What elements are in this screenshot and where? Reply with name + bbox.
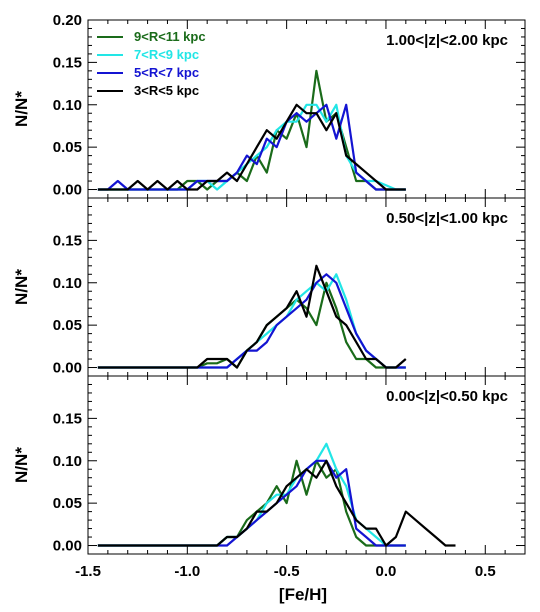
series-line [97,273,406,369]
y-axis-title: N/N* [12,269,31,305]
y-tick-label: 0.20 [53,12,82,29]
series-line [97,281,406,369]
y-tick-label: 0.00 [53,182,82,199]
y-tick-label: 0.00 [53,360,82,377]
x-tick-label: 0.5 [475,563,496,580]
y-tick-label: 0.05 [53,139,82,156]
series-line [97,264,407,369]
y-tick-label: 0.05 [53,317,82,334]
panel: 0.00 0.05 0.10 0.15 0.20 N/N* 1.00<|z|<2.00 kp… [12,12,526,199]
y-tick-label: 0.00 [53,538,82,555]
panel-label: 0.00<|z|<0.50 kpc [386,388,508,405]
panel: 0.00 0.05 0.10 0.15 N/N* 0.50<|z|<1.00 kpc [12,197,526,377]
x-axis-title: [Fe/H] [279,585,327,604]
y-tick-label: 0.10 [53,275,82,292]
x-tick-label: -0.5 [274,563,300,580]
panel-label: 1.00<|z|<2.00 kpc [386,32,508,49]
series-line [97,103,406,191]
y-axis-title: N/N* [12,91,31,127]
x-tick-label: -1.5 [75,563,101,580]
panel: 0.00 0.05 0.10 0.15 N/N* 0.00<|z|<0.50 kpc [12,375,526,555]
y-tick-label: 0.15 [53,54,82,71]
series-line [97,459,456,547]
series-line [97,459,406,547]
series-line [97,103,406,191]
y-tick-label: 0.15 [53,410,82,427]
y-axis-title: N/N* [12,447,31,483]
y-tick-label: 0.10 [53,97,82,114]
x-tick-label: -1.0 [174,563,200,580]
panel-label: 0.50<|z|<1.00 kpc [386,210,508,227]
y-tick-label: 0.05 [53,495,82,512]
panels: 0.00 0.05 0.10 0.15 0.20 N/N* 1.00<|z|<2.00 kp… [12,12,526,580]
y-tick-label: 0.10 [53,453,82,470]
x-tick-label: 0.0 [376,563,397,580]
legend-label: 9<R<11 kpc [134,29,206,44]
y-tick-label: 0.15 [53,232,82,249]
series-line [97,273,406,369]
legend-label: 3<R<5 kpc [134,83,199,98]
legend-label: 7<R<9 kpc [134,47,199,62]
legend: 9<R<11 kpc 7<R<9 kpc 5<R<7 kpc 3<R<5 kpc [97,29,206,98]
legend-label: 5<R<7 kpc [134,65,199,80]
